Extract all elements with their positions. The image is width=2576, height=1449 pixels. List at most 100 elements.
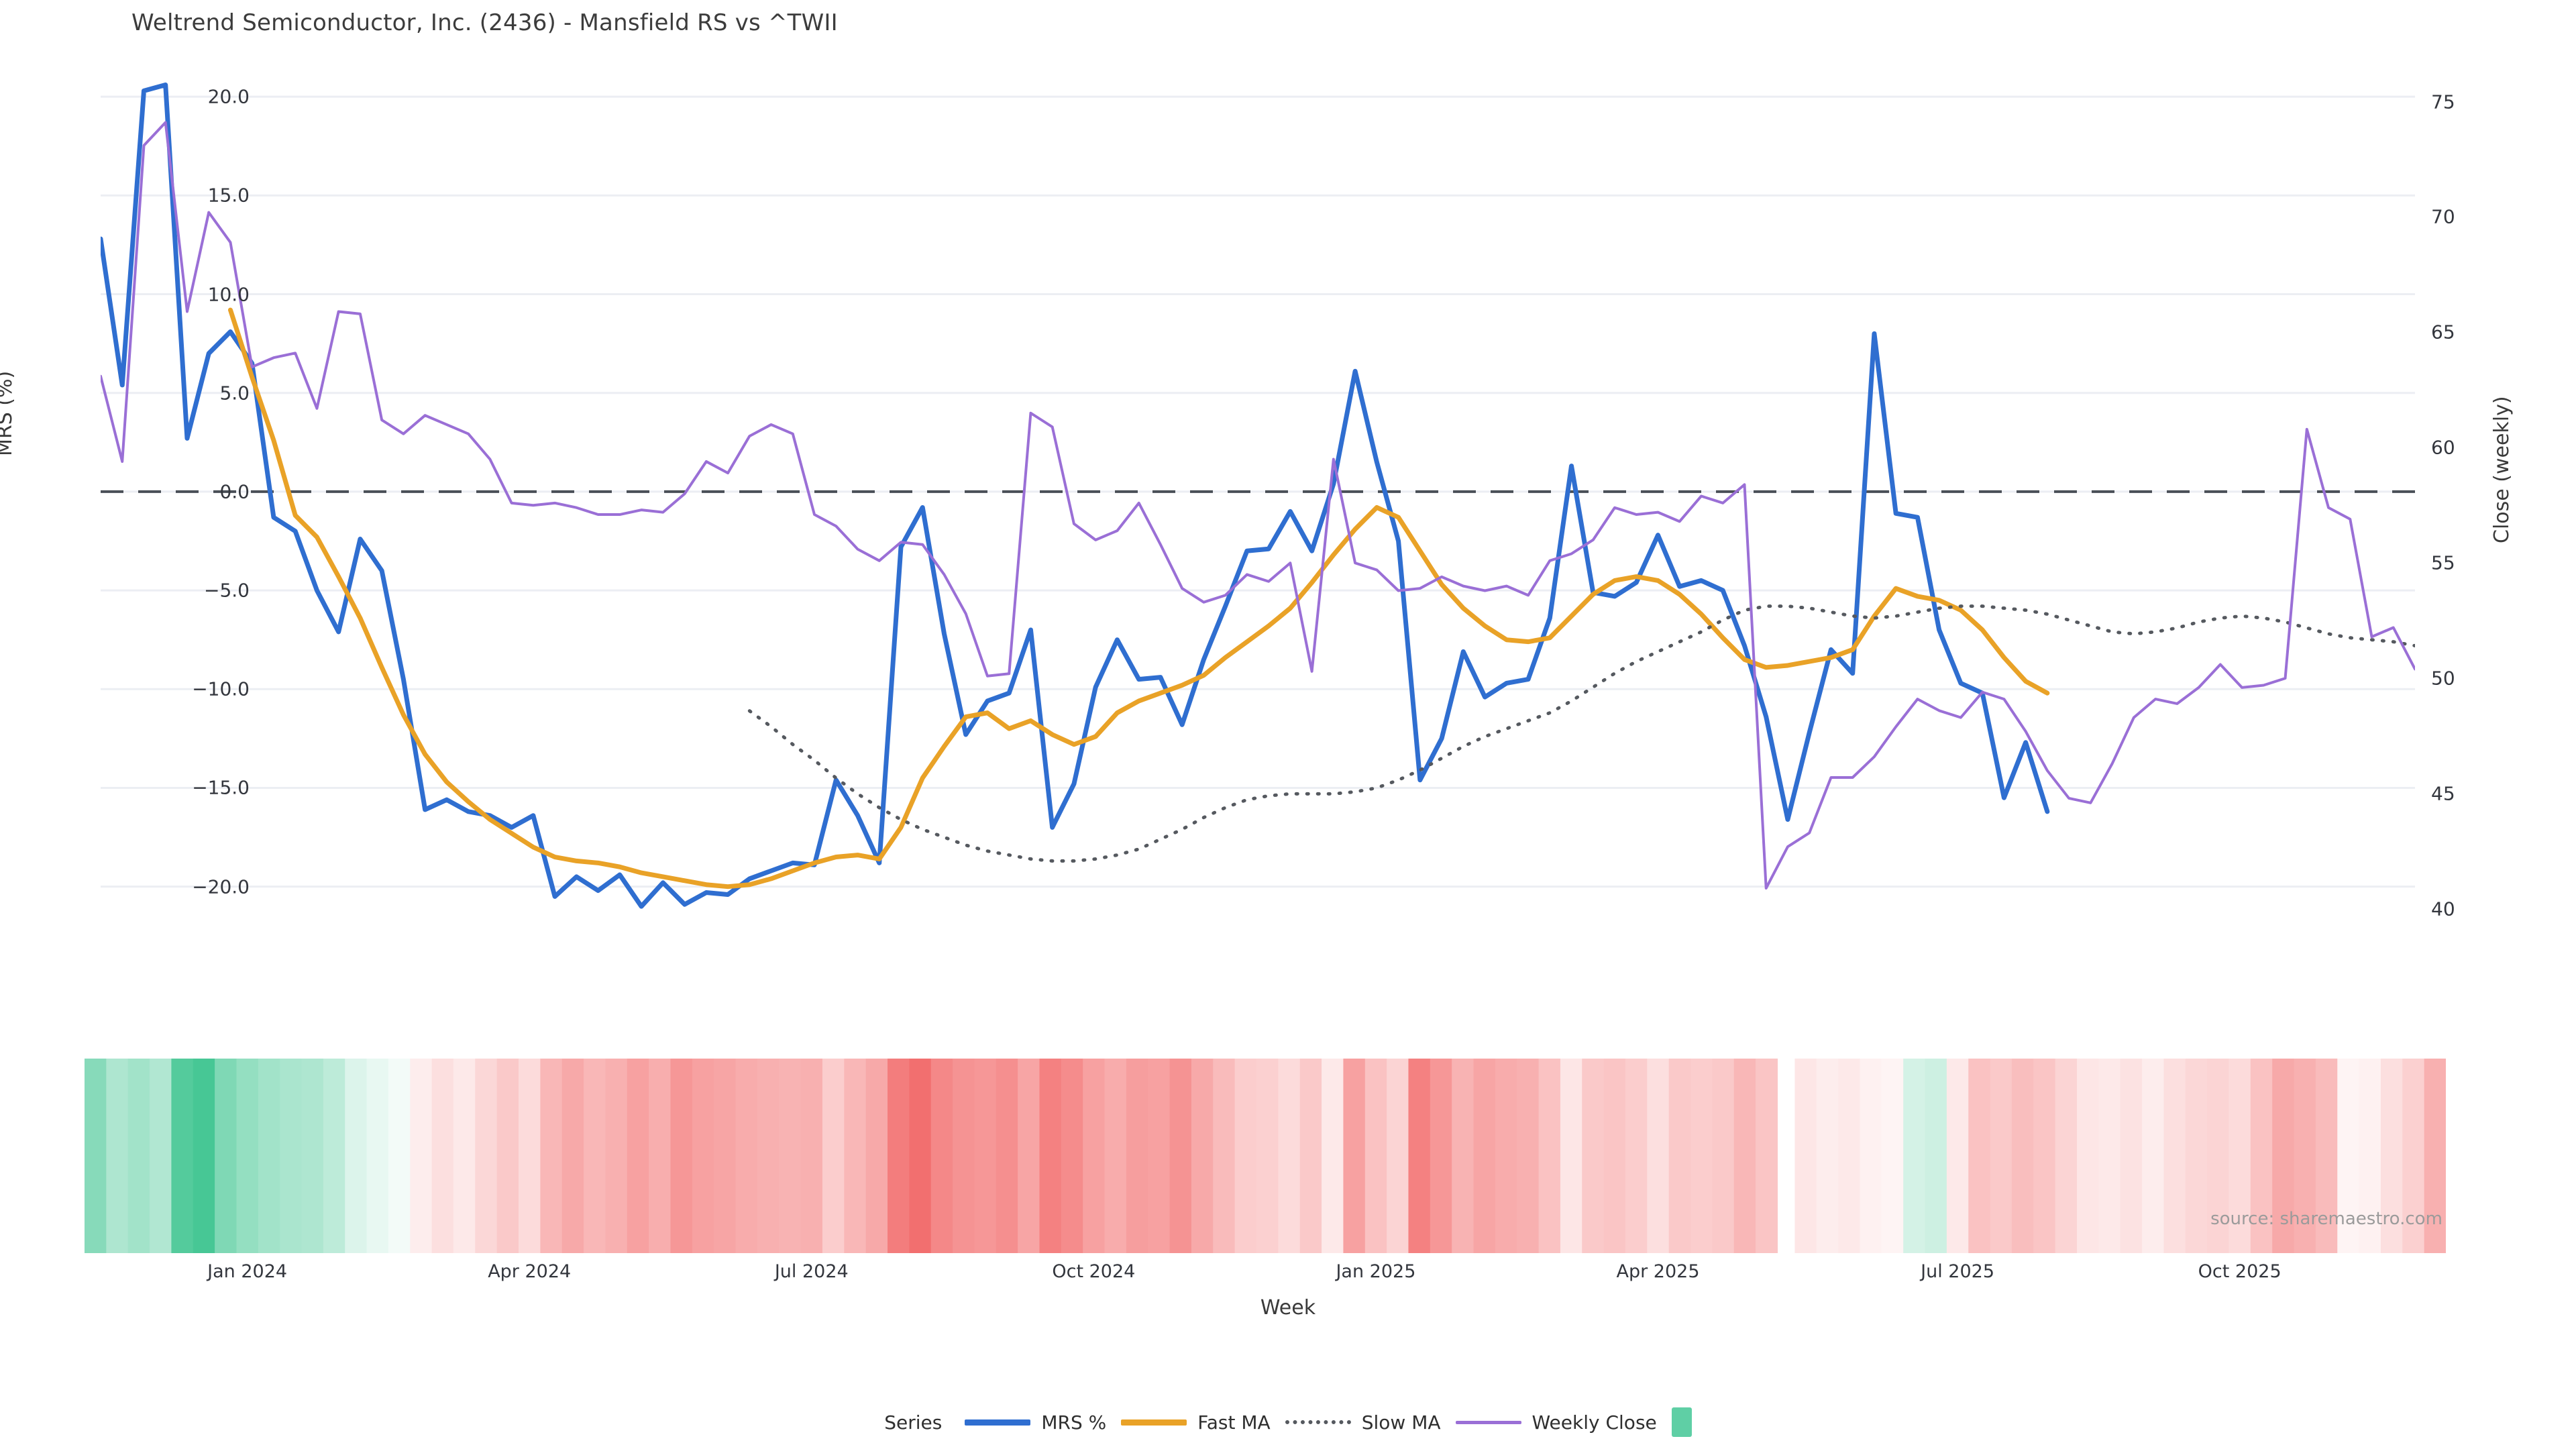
heatmap-band (301, 1059, 324, 1253)
heatmap-band (171, 1059, 194, 1253)
heatmap-band (953, 1059, 975, 1253)
heatmap-band (909, 1059, 932, 1253)
heatmap-band (1560, 1059, 1582, 1253)
series-line-weekly-close (101, 121, 2415, 890)
heatmap-band (1104, 1059, 1127, 1253)
heatmap-band (519, 1059, 541, 1253)
heatmap-band (1538, 1059, 1561, 1253)
heatmap-band (2424, 1059, 2446, 1253)
y-tick-label-right: 60 (2431, 436, 2455, 459)
plot-svg (101, 82, 2415, 909)
heatmap-band (2315, 1059, 2338, 1253)
legend-heatmap-swatch-icon (1671, 1407, 1692, 1437)
heatmap-band (1278, 1059, 1301, 1253)
heatmap-band (1925, 1059, 1947, 1253)
heatmap-band (605, 1059, 628, 1253)
y-tick-label-right: 45 (2431, 782, 2455, 805)
y-tick-label-left: 5.0 (219, 382, 250, 405)
heatmap-band (345, 1059, 368, 1253)
heatmap-band (865, 1059, 888, 1253)
heatmap-band (1364, 1059, 1387, 1253)
y-tick-label-left: 0.0 (219, 480, 250, 503)
heatmap-band (1733, 1059, 1756, 1253)
heatmap-band (996, 1059, 1018, 1253)
legend-item-label: MRS % (1041, 1411, 1107, 1434)
heatmap-band (323, 1059, 345, 1253)
heatmap-band (193, 1059, 215, 1253)
series-line-mrs- (101, 82, 2050, 909)
y-axis-right-title: Close (weekly) (2490, 396, 2514, 543)
heatmap-band (627, 1059, 649, 1253)
legend-item-mrs-[interactable]: MRS % (965, 1411, 1106, 1434)
x-tick-label: Apr 2025 (1616, 1261, 1700, 1282)
plot-area (101, 67, 2415, 946)
heatmap-band (1473, 1059, 1496, 1253)
heatmap-band (1990, 1059, 2012, 1253)
heatmap-band (2163, 1059, 2186, 1253)
series-paths (101, 82, 2415, 909)
heatmap-band (1430, 1059, 1452, 1253)
heatmap-band (1517, 1059, 1540, 1253)
heatmap-band (2207, 1059, 2230, 1253)
heatmap-band (236, 1059, 259, 1253)
heatmap-band (85, 1059, 107, 1253)
heatmap-band (1061, 1059, 1083, 1253)
x-tick-label: Apr 2024 (488, 1261, 572, 1282)
heatmap-band (1756, 1059, 1778, 1253)
heatmap-band (2337, 1059, 2360, 1253)
y-tick-label-right: 40 (2431, 898, 2455, 920)
heatmap-band (410, 1059, 433, 1253)
heatmap-band (1256, 1059, 1279, 1253)
heatmap-band (1191, 1059, 1214, 1253)
legend-item-weekly-close[interactable]: Weekly Close (1455, 1411, 1657, 1434)
heatmap-band (1860, 1059, 1882, 1253)
heatmap-band (2272, 1059, 2295, 1253)
heatmap-band (1647, 1059, 1670, 1253)
heatmap-band (1234, 1059, 1257, 1253)
legend-item-label: Slow MA (1361, 1411, 1441, 1434)
legend-swatch-icon (1455, 1420, 1521, 1424)
heatmap-band (1903, 1059, 1926, 1253)
heatmap-band (1794, 1059, 1817, 1253)
heatmap-band (1018, 1059, 1040, 1253)
heatmap-band (714, 1059, 737, 1253)
heatmap-band (1668, 1059, 1691, 1253)
legend-item-label: Weekly Close (1532, 1411, 1657, 1434)
heatmap-band (496, 1059, 519, 1253)
legend-swatch-icon (1285, 1420, 1351, 1424)
heatmap-band (1946, 1059, 1969, 1253)
heatmap-band (1712, 1059, 1735, 1253)
heatmap-band (888, 1059, 910, 1253)
heatmap-band (366, 1059, 389, 1253)
heatmap-band (2185, 1059, 2208, 1253)
x-tick-label: Jan 2024 (207, 1261, 288, 1282)
legend-item-label: Fast MA (1197, 1411, 1271, 1434)
heatmap-band (1299, 1059, 1322, 1253)
heatmap-band (670, 1059, 693, 1253)
legend-item-fast-ma[interactable]: Fast MA (1121, 1411, 1271, 1434)
heatmap-band (280, 1059, 303, 1253)
heatmap-band (2120, 1059, 2143, 1253)
y-tick-label-right: 50 (2431, 667, 2455, 690)
heatmap-band (2229, 1059, 2251, 1253)
y-tick-label-left: 15.0 (207, 184, 250, 207)
heatmap-band (584, 1059, 606, 1253)
heatmap-band (475, 1059, 498, 1253)
y-tick-label-left: −5.0 (204, 579, 250, 602)
heatmap-band (1083, 1059, 1106, 1253)
heatmap-band (757, 1059, 780, 1253)
heatmap-band (1690, 1059, 1713, 1253)
page-title: Weltrend Semiconductor, Inc. (2436) - Ma… (131, 9, 838, 36)
heatmap-band (388, 1059, 411, 1253)
heatmap-band (1343, 1059, 1366, 1253)
x-tick-label: Jul 2025 (1921, 1261, 1995, 1282)
heatmap-svg (85, 1059, 2446, 1253)
series-line-fast-ma (227, 307, 2050, 890)
legend-item-slow-ma[interactable]: Slow MA (1285, 1411, 1441, 1434)
heatmap-band (150, 1059, 172, 1253)
heatmap-band (844, 1059, 867, 1253)
series-line-slow-ma (747, 604, 2415, 863)
heatmap-band (453, 1059, 476, 1253)
heatmap-band (1452, 1059, 1474, 1253)
heatmap-band (974, 1059, 997, 1253)
